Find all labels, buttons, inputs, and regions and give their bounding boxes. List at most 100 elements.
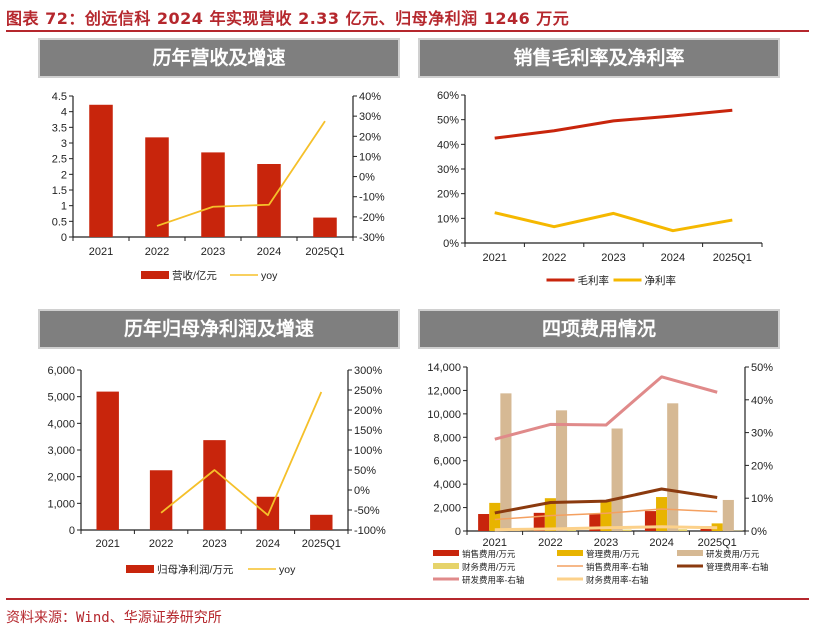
svg-text:4.5: 4.5 [52,91,67,103]
svg-text:50%: 50% [437,115,459,127]
svg-text:yoy: yoy [279,564,296,576]
svg-text:财务费用率-右轴: 财务费用率-右轴 [586,575,648,585]
panel-header-margins: 销售毛利率及净利率 [418,38,780,78]
svg-text:20%: 20% [751,460,773,472]
svg-text:1.5: 1.5 [52,185,67,197]
svg-text:管理费用/万元: 管理费用/万元 [586,549,640,559]
svg-text:-30%: -30% [359,232,385,244]
svg-text:2023: 2023 [202,538,226,550]
svg-text:2023: 2023 [201,246,225,258]
svg-text:净利率: 净利率 [645,274,677,287]
svg-text:0: 0 [61,232,67,244]
svg-text:2021: 2021 [95,538,119,550]
svg-text:2,000: 2,000 [433,503,461,515]
svg-text:10,000: 10,000 [427,409,461,421]
svg-text:2025Q1: 2025Q1 [713,252,752,264]
svg-text:2021: 2021 [89,246,113,258]
net-profit-chart: 0 1,000 2,000 3,000 4,000 5,000 6,000 2021 2022 2… [47,365,386,576]
svg-text:3: 3 [61,138,67,150]
svg-text:300%: 300% [354,365,382,377]
svg-text:50%: 50% [751,362,773,374]
svg-text:0%: 0% [443,238,459,250]
svg-text:财务费用/万元: 财务费用/万元 [462,562,516,572]
svg-text:0: 0 [69,525,75,537]
svg-text:毛利率: 毛利率 [578,274,610,287]
svg-text:2025Q1: 2025Q1 [305,246,344,258]
svg-text:2024: 2024 [661,252,685,264]
svg-text:5,000: 5,000 [47,392,75,404]
svg-text:2024: 2024 [256,538,280,550]
svg-text:2,000: 2,000 [47,472,75,484]
svg-text:0%: 0% [354,485,370,497]
svg-text:40%: 40% [359,91,381,103]
svg-text:100%: 100% [354,445,382,457]
svg-text:4,000: 4,000 [47,418,75,430]
svg-text:3.5: 3.5 [52,122,67,134]
svg-text:研发费用率-右轴: 研发费用率-右轴 [462,575,524,585]
svg-text:研发费用/万元: 研发费用/万元 [706,549,760,559]
svg-text:-10%: -10% [359,192,385,204]
svg-text:2024: 2024 [257,246,281,258]
svg-text:-20%: -20% [359,212,385,224]
svg-text:销售费用/万元: 销售费用/万元 [462,549,516,559]
svg-text:2022: 2022 [149,538,173,550]
svg-text:4,000: 4,000 [433,479,461,491]
svg-text:6,000: 6,000 [47,365,75,377]
svg-text:yoy: yoy [261,270,278,282]
svg-text:2025Q1: 2025Q1 [698,537,737,549]
figure-title: 图表 72：创远信科 2024 年实现营收 2.33 亿元、归母净利润 1246… [6,9,570,28]
svg-text:2025Q1: 2025Q1 [302,538,341,550]
svg-text:6,000: 6,000 [433,456,461,468]
svg-text:2023: 2023 [601,252,625,264]
svg-text:营收/亿元: 营收/亿元 [172,269,217,282]
svg-text:0.5: 0.5 [52,216,67,228]
svg-text:2.5: 2.5 [52,154,67,166]
svg-text:30%: 30% [751,428,773,440]
margin-chart: 0% 10% 20% 30% 40% 50% 60% 2021 2022 2023 2024 2025… [437,90,763,287]
svg-text:250%: 250% [354,385,382,397]
svg-text:4: 4 [61,107,67,119]
svg-text:1: 1 [61,201,67,213]
svg-text:50%: 50% [354,465,376,477]
svg-text:管理费用率-右轴: 管理费用率-右轴 [706,562,768,572]
svg-text:200%: 200% [354,405,382,417]
source-note: 资料来源：Wind、华源证券研究所 [6,610,222,626]
svg-text:30%: 30% [437,164,459,176]
svg-text:14,000: 14,000 [427,362,461,374]
svg-text:-100%: -100% [354,525,386,537]
svg-text:40%: 40% [437,139,459,151]
svg-text:10%: 10% [359,151,381,163]
svg-text:60%: 60% [437,90,459,102]
svg-text:2022: 2022 [542,252,566,264]
svg-text:2023: 2023 [594,537,618,549]
panel-header-net-profit: 历年归母净利润及增速 [38,309,400,349]
svg-text:20%: 20% [437,189,459,201]
svg-text:0%: 0% [751,526,767,538]
svg-text:2: 2 [61,169,67,181]
svg-text:8,000: 8,000 [433,432,461,444]
svg-text:销售费用率-右轴: 销售费用率-右轴 [586,562,648,572]
panel-header-revenue: 历年营收及增速 [38,38,400,78]
svg-text:0: 0 [455,526,461,538]
footer-rule [6,598,809,600]
svg-text:归母净利润/万元: 归母净利润/万元 [157,563,234,576]
svg-text:3,000: 3,000 [47,445,75,457]
svg-text:2022: 2022 [538,537,562,549]
svg-text:2021: 2021 [483,537,507,549]
svg-text:2024: 2024 [649,537,673,549]
svg-text:40%: 40% [751,395,773,407]
svg-text:12,000: 12,000 [427,385,461,397]
svg-text:10%: 10% [437,213,459,225]
revenue-chart: 0 0.5 1 1.5 2 2.5 3 3.5 4 4.5 2021 2022 2023 2024 2025… [52,91,385,282]
svg-text:30%: 30% [359,111,381,123]
svg-text:2021: 2021 [482,252,506,264]
svg-text:2022: 2022 [145,246,169,258]
svg-text:-50%: -50% [354,505,380,517]
svg-text:10%: 10% [751,493,773,505]
svg-text:150%: 150% [354,425,382,437]
svg-text:20%: 20% [359,131,381,143]
svg-text:0%: 0% [359,172,375,184]
svg-text:1,000: 1,000 [47,498,75,510]
title-rule [6,30,809,32]
panel-header-expenses: 四项费用情况 [418,309,780,349]
